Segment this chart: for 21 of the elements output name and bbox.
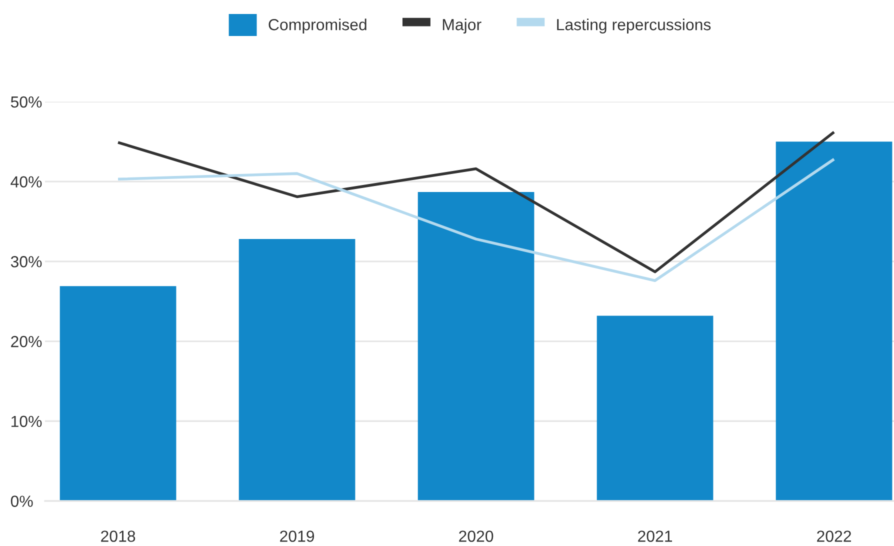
x-tick-label: 2018 — [101, 530, 136, 542]
y-tick-label: 40% — [10, 176, 42, 188]
y-tick-label: 10% — [11, 416, 42, 428]
legend-label: Major — [442, 18, 482, 34]
bar — [596, 316, 714, 501]
line-series — [116, 130, 836, 274]
x-tick-label: 2019 — [280, 530, 314, 542]
x-tick-label: 2020 — [459, 530, 494, 542]
bar — [60, 286, 176, 501]
y-tick-label: 20% — [11, 336, 42, 348]
x-tick-label: 2021 — [638, 530, 672, 542]
y-tick-label: 50% — [10, 96, 42, 108]
bar — [418, 192, 534, 501]
y-tick-label: 30% — [10, 256, 42, 268]
y-tick-label: 0% — [10, 496, 33, 507]
line-series — [116, 158, 836, 282]
legend-label: Lasting repercussions — [557, 18, 711, 34]
bar — [776, 142, 892, 501]
bar — [238, 239, 356, 501]
x-tick-label: 2022 — [817, 530, 851, 542]
legend-label: Compromised — [268, 18, 366, 34]
